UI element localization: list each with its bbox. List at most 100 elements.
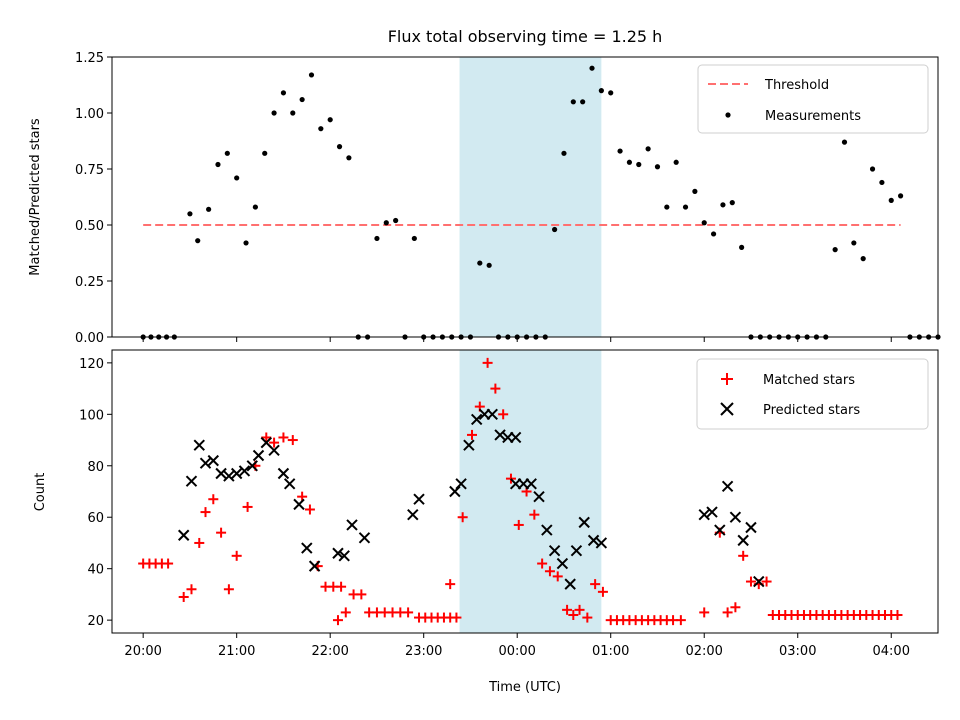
matched-star-point [529, 509, 540, 520]
x-tick-label: 02:00 [685, 644, 722, 659]
matched-star-point [403, 607, 414, 618]
bottom-y-tick-label: 20 [87, 614, 104, 629]
top-legend-box [697, 64, 929, 134]
measurement-point [832, 247, 838, 253]
bottom-y-tick-label: 120 [79, 357, 104, 372]
predicted-star-point [193, 439, 205, 451]
measurement-point [626, 159, 633, 165]
x-tick-label: 00:00 [498, 644, 535, 659]
x-tick-label: 20:00 [124, 644, 161, 659]
matched-star-point [568, 609, 579, 620]
measurement-point [234, 175, 240, 181]
predicted-star-point [587, 534, 600, 547]
measurement-point [393, 217, 399, 224]
top-y-tick-label: 1.00 [75, 107, 104, 122]
measurement-point [262, 150, 268, 156]
matched-star-point [194, 537, 205, 548]
top-y-tick-label: 1.25 [75, 51, 104, 66]
legend-predicted-swatch [720, 402, 734, 416]
predicted-star-point [230, 467, 243, 480]
measurement-point [860, 256, 866, 262]
matched-star-point [590, 579, 601, 590]
measurement-point [739, 244, 745, 250]
predicted-star-point [199, 457, 212, 469]
bottom-y-tick-label: 60 [87, 511, 104, 526]
bottom-y-axis-label: Count [33, 473, 48, 512]
matched-star-point [178, 591, 189, 602]
matched-star-point [261, 432, 272, 443]
measurement-point [692, 188, 698, 194]
matched-star-point [544, 566, 555, 577]
matched-star-point [287, 435, 298, 446]
measurement-point [617, 148, 623, 154]
matched-star-point [675, 615, 686, 626]
top-y-tick-label: 0.50 [75, 219, 104, 234]
measurement-point [888, 197, 894, 203]
predicted-star-point [698, 508, 710, 521]
predicted-star-point [455, 478, 467, 490]
matched-star-point [336, 581, 347, 592]
measurement-point [336, 144, 343, 150]
matched-star-point [574, 604, 585, 615]
matched-star-point [163, 558, 174, 569]
matched-star-point [269, 437, 280, 448]
measurement-point [664, 204, 670, 210]
measurement-point [589, 65, 595, 71]
predicted-star-point [470, 413, 483, 426]
matched-star-point [445, 579, 456, 590]
matched-star-point [537, 558, 548, 569]
measurement-point [645, 146, 651, 152]
measurement-point [195, 238, 201, 244]
measurement-point [346, 155, 352, 161]
matched-star-point [457, 512, 468, 523]
matched-star-point [332, 615, 343, 626]
measurement-point [290, 110, 296, 116]
measurement-point [477, 260, 483, 266]
measurement-point [280, 90, 287, 96]
predicted-star-point [463, 439, 475, 451]
measurement-point [654, 164, 661, 170]
measurement-point [252, 204, 258, 210]
legend-matched-label: Matched stars [763, 373, 855, 388]
matched-star-point [186, 584, 197, 595]
matched-star-point [208, 494, 219, 505]
x-tick-label: 04:00 [873, 644, 910, 659]
top-y-axis-label: Matched/Predicted stars [28, 118, 43, 276]
measurement-point [701, 220, 707, 226]
measurement-point [598, 88, 604, 94]
x-axis-label: Time (UTC) [488, 680, 561, 695]
matched-star-point [223, 584, 234, 595]
predicted-star-point [548, 544, 561, 557]
bottom-legend: Matched stars Predicted stars [696, 358, 929, 430]
bottom-x-axis-ticks: 20:00 21:00 22:00 23:00 00:00 01:00 02:00 03:00… [124, 633, 910, 659]
matched-star-point [356, 589, 367, 600]
x-tick-label: 22:00 [311, 644, 348, 659]
matched-star-point [699, 607, 710, 618]
predicted-star-point [714, 524, 726, 536]
predicted-star-point [283, 478, 296, 490]
measurement-point [271, 110, 277, 116]
matched-star-point [562, 604, 573, 615]
matched-star-point [892, 609, 903, 620]
top-shaded-region [459, 57, 602, 337]
predicted-star-point [223, 470, 235, 482]
predicted-star-point [525, 478, 537, 490]
matched-star-point [722, 607, 733, 618]
legend-measurements-swatch [725, 112, 731, 118]
predicted-star-point [277, 467, 290, 480]
measurement-point [851, 240, 857, 246]
predicted-star-point [338, 550, 350, 562]
predicted-star-point [207, 454, 220, 467]
measurement-point [636, 161, 642, 168]
measurement-point [224, 150, 230, 156]
measurement-point [673, 159, 679, 165]
predicted-star-point [332, 547, 344, 559]
predicted-star-point [745, 521, 757, 534]
bottom-y-tick-label: 40 [87, 563, 104, 578]
measurement-point [215, 161, 221, 168]
x-tick-label: 03:00 [779, 644, 816, 659]
matched-star-point [513, 519, 524, 530]
matched-star-point [761, 576, 772, 587]
predicted-star-point [486, 408, 498, 421]
predicted-star-point [346, 519, 358, 531]
